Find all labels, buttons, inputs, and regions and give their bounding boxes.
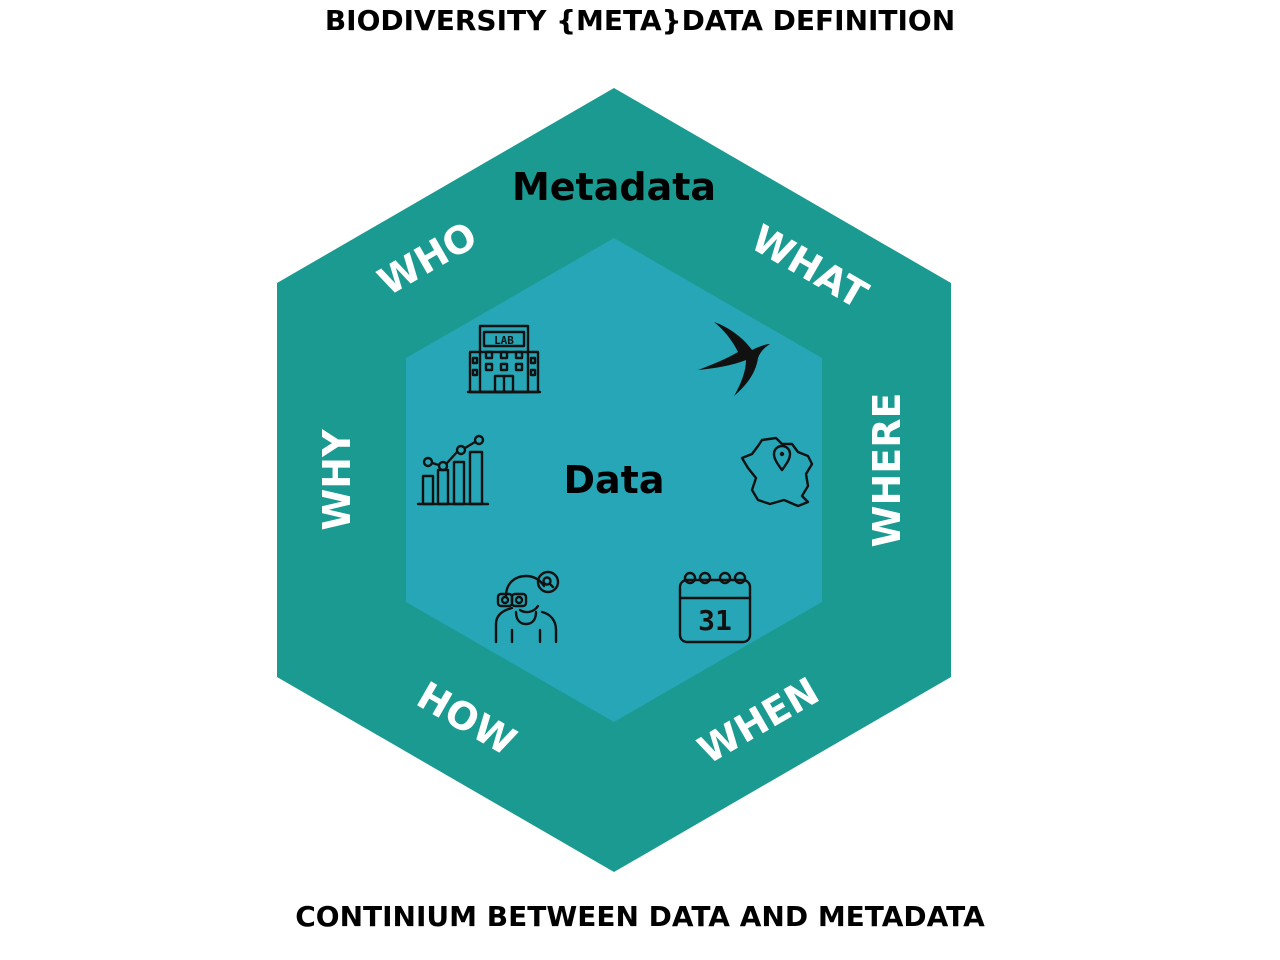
- data-label: Data: [564, 458, 665, 502]
- lab-building-icon: LAB: [466, 324, 542, 394]
- page-title: BIODIVERSITY {META}DATA DEFINITION: [324, 4, 956, 37]
- binoculars-observer-icon: [494, 570, 560, 644]
- inner-hexagon: [406, 238, 822, 722]
- page-subtitle: CONTINIUM BETWEEN DATA AND METADATA: [295, 900, 985, 933]
- bird-icon: [698, 322, 770, 396]
- lab-sign-text: LAB: [494, 334, 514, 347]
- growth-chart-icon: [416, 434, 490, 506]
- france-map-icon: [740, 436, 814, 508]
- facet-why: WHY: [315, 429, 359, 531]
- calendar-icon: 31: [678, 571, 752, 644]
- facet-where: WHERE: [865, 393, 909, 548]
- metadata-label: Metadata: [512, 165, 716, 209]
- calendar-day-text: 31: [698, 604, 732, 637]
